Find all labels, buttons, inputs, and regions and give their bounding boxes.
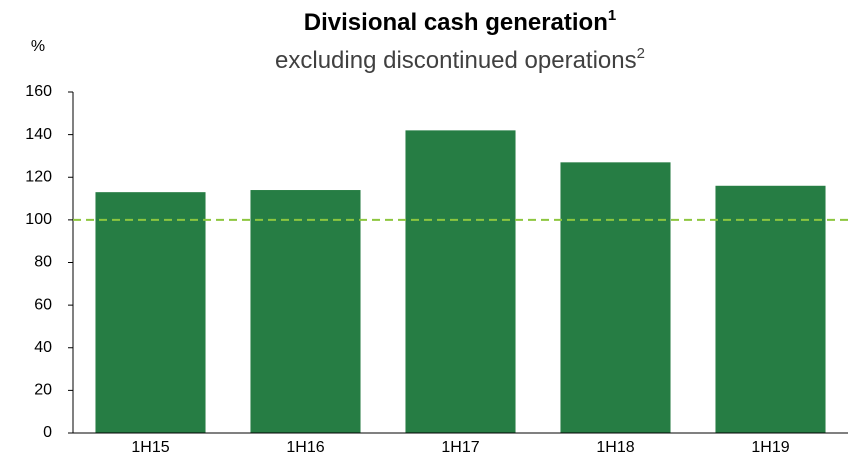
subtitle-superscript: 2 xyxy=(637,45,645,62)
chart-subtitle: excluding discontinued operations xyxy=(275,47,637,74)
x-tick-label: 1H18 xyxy=(596,439,634,456)
y-tick-label: 60 xyxy=(34,296,52,313)
title-superscript: 1 xyxy=(608,7,616,24)
y-tick-label: 140 xyxy=(25,126,52,143)
chart-title: Divisional cash generation xyxy=(304,9,608,36)
x-tick-label: 1H17 xyxy=(441,439,479,456)
y-tick-label: 120 xyxy=(25,168,52,185)
y-tick-label: 80 xyxy=(34,254,52,271)
x-tick-label: 1H19 xyxy=(751,439,789,456)
bar xyxy=(95,192,206,433)
chart-title-group: Divisional cash generation1 xyxy=(304,7,616,36)
x-tick-label: 1H15 xyxy=(131,439,169,456)
y-tick-label: 0 xyxy=(43,424,52,441)
y-tick-label: 160 xyxy=(25,83,52,100)
x-tick-label: 1H16 xyxy=(286,439,324,456)
y-tick-label: 40 xyxy=(34,339,52,356)
y-axis-label: % xyxy=(31,38,45,55)
y-tick-label: 20 xyxy=(34,382,52,399)
bar xyxy=(715,185,826,433)
y-tick-label: 100 xyxy=(25,211,52,228)
bar xyxy=(405,130,516,434)
chart-subtitle-group: excluding discontinued operations2 xyxy=(275,45,645,74)
bar xyxy=(250,190,361,433)
bar xyxy=(560,162,671,434)
